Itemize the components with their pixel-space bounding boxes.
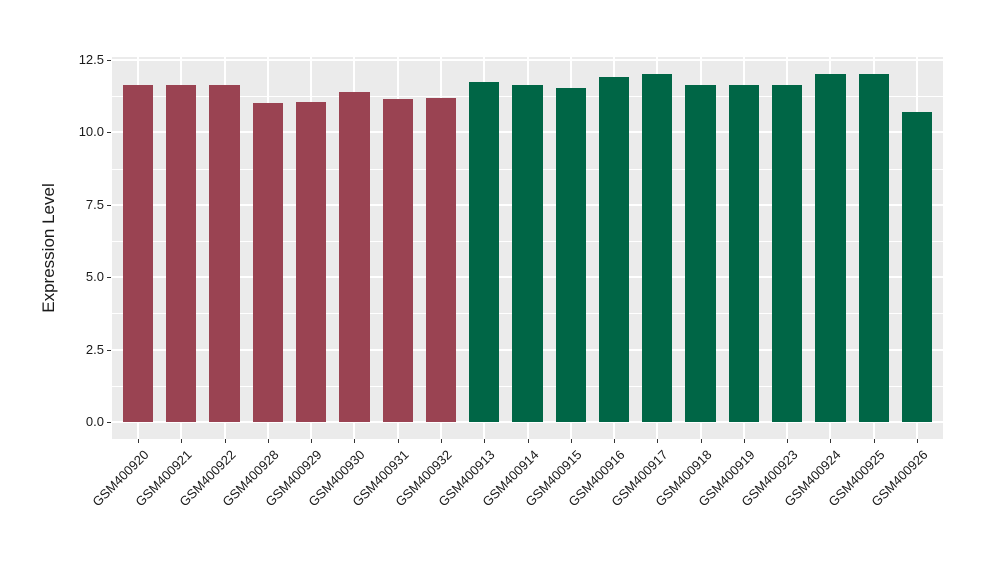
- bar: [685, 84, 716, 422]
- x-tick-mark: [440, 439, 442, 443]
- x-tick-mark: [743, 439, 745, 443]
- x-tick-mark: [311, 439, 313, 443]
- bar: [122, 84, 154, 422]
- x-tick-mark: [787, 439, 789, 443]
- bar: [252, 103, 283, 422]
- x-tick-mark: [397, 439, 399, 443]
- bar: [815, 74, 846, 422]
- bar: [772, 84, 803, 422]
- y-tick-mark: [107, 60, 111, 61]
- y-tick-label: 2.5: [85, 341, 104, 357]
- y-tick-label: 7.5: [85, 196, 104, 212]
- bar: [209, 84, 240, 422]
- bar: [166, 84, 197, 422]
- x-tick-mark: [700, 439, 702, 443]
- x-tick-mark: [137, 439, 139, 443]
- x-tick-mark: [830, 439, 832, 443]
- y-tick-mark: [107, 277, 111, 279]
- bar: [642, 74, 673, 422]
- y-tick-label: 12.5: [78, 52, 104, 67]
- plot-panel: [112, 57, 943, 439]
- x-tick-mark: [614, 439, 616, 443]
- y-tick-label: 0.0: [85, 414, 104, 429]
- x-tick-mark: [917, 439, 919, 443]
- y-tick-mark: [107, 422, 111, 423]
- x-tick-mark: [527, 439, 529, 443]
- bar: [858, 74, 889, 422]
- y-tick-mark: [107, 132, 111, 134]
- x-tick-mark: [570, 439, 572, 443]
- x-tick-mark: [484, 439, 486, 443]
- y-tick-label: 10.0: [78, 124, 104, 140]
- bar: [339, 91, 370, 422]
- bar: [901, 112, 933, 422]
- x-tick-mark: [224, 439, 226, 443]
- bar: [382, 99, 413, 422]
- bar: [469, 81, 500, 422]
- y-tick-mark: [107, 349, 111, 351]
- bar: [512, 84, 543, 422]
- bar: [295, 101, 327, 422]
- bar: [728, 84, 760, 422]
- y-tick-label: 5.0: [85, 269, 104, 285]
- x-tick-mark: [181, 439, 183, 443]
- y-tick-mark: [107, 204, 111, 206]
- x-tick-mark: [267, 439, 269, 443]
- bar: [425, 97, 457, 422]
- x-tick-mark: [657, 439, 659, 443]
- x-tick-mark: [354, 439, 356, 443]
- bar: [598, 77, 630, 422]
- bar: [555, 87, 586, 422]
- x-tick-mark: [873, 439, 875, 443]
